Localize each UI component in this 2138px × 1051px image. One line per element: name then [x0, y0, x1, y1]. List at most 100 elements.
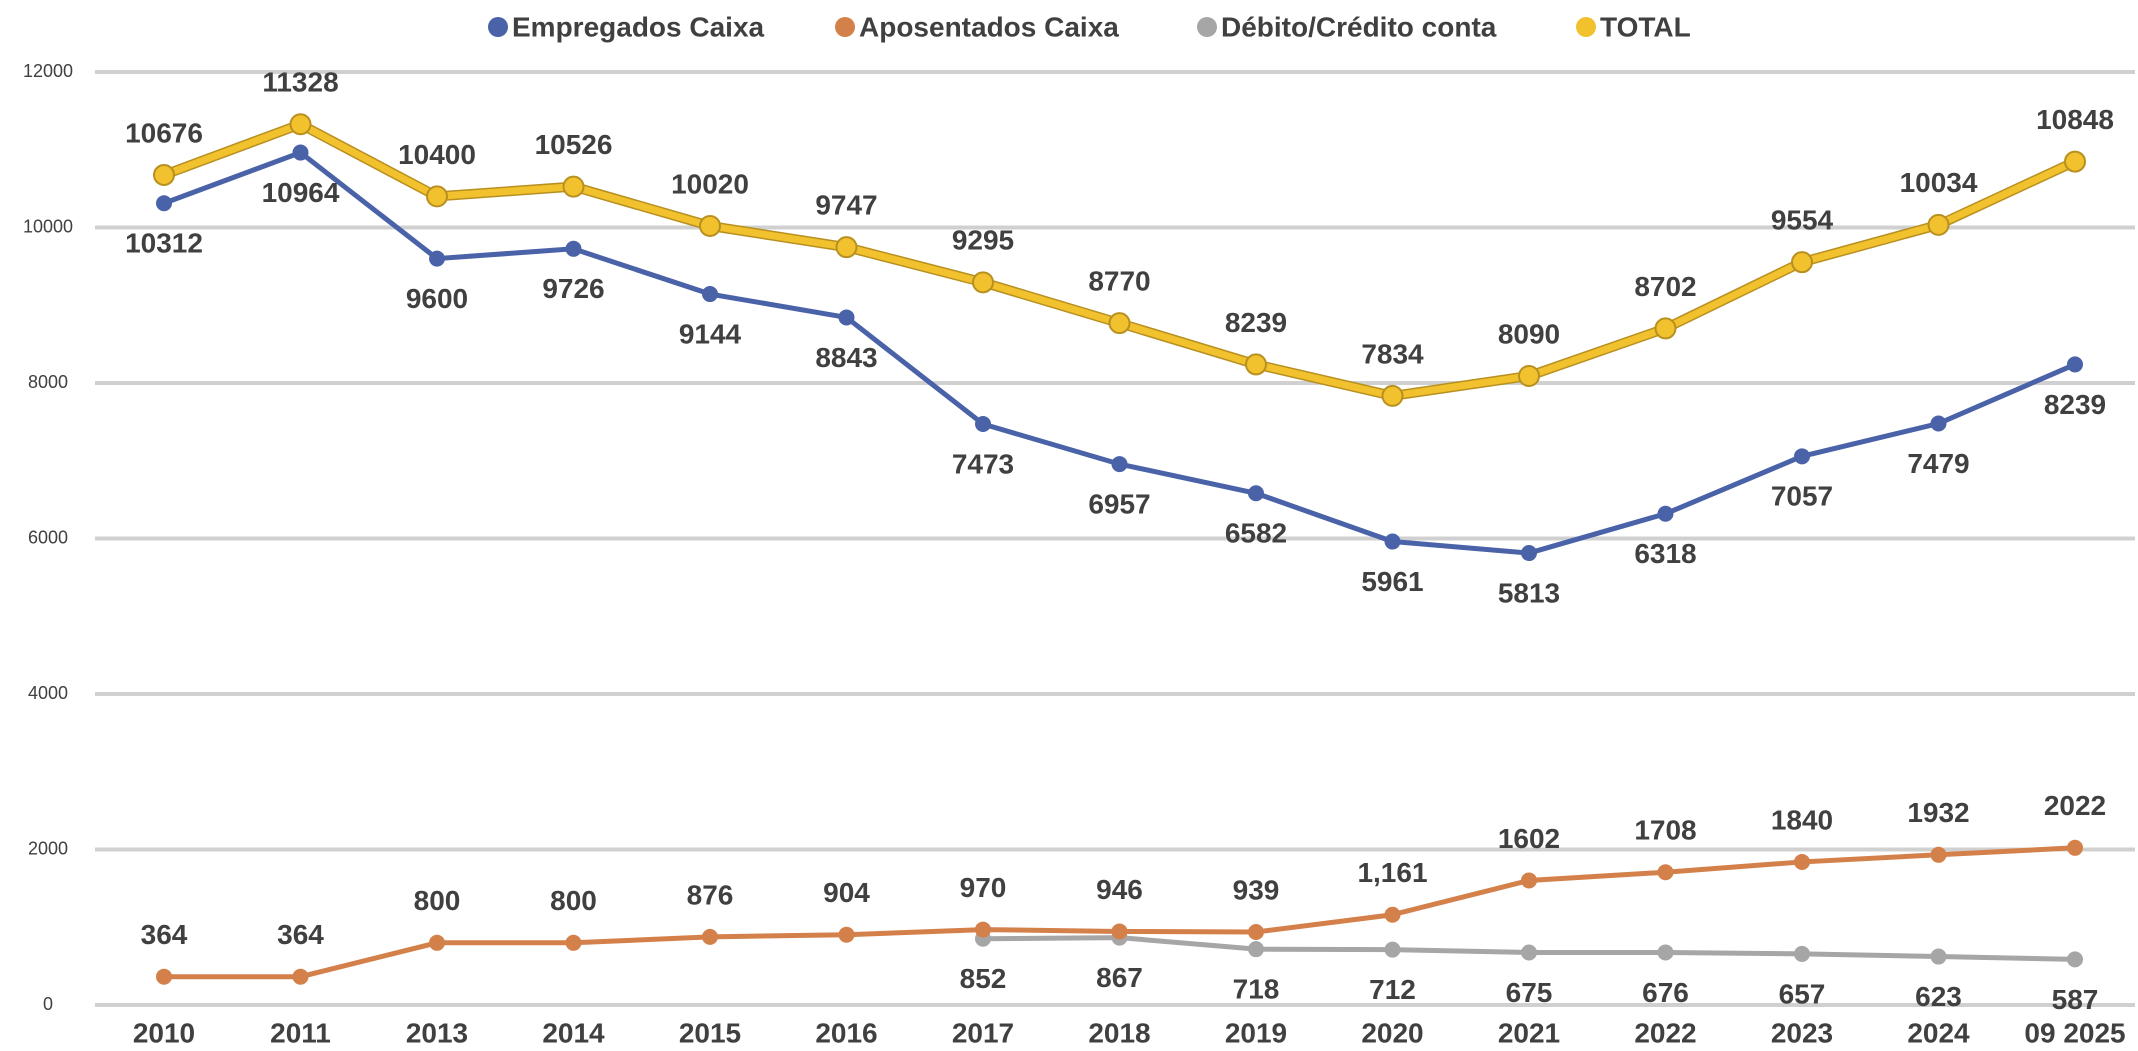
x-tick-label: 2020 [1361, 1017, 1423, 1048]
data-label: 364 [277, 919, 324, 950]
data-label: 8239 [1225, 307, 1287, 338]
data-point [1794, 448, 1810, 465]
data-point [2064, 150, 2086, 173]
y-tick-label: 4000 [28, 683, 68, 703]
data-point [1384, 533, 1401, 550]
data-point [1384, 906, 1401, 923]
x-tick-label: 2016 [815, 1017, 877, 1048]
data-label: 1708 [1634, 815, 1696, 846]
data-point [565, 240, 582, 257]
data-point [1248, 923, 1264, 940]
data-point [1521, 944, 1537, 961]
data-point [1384, 941, 1401, 958]
data-label: 712 [1369, 974, 1416, 1005]
data-point [702, 286, 718, 303]
x-tick-label: 2024 [1907, 1017, 1970, 1048]
data-point [1248, 941, 1264, 958]
data-point [426, 185, 448, 208]
data-point [1657, 944, 1674, 961]
data-label: 8770 [1088, 266, 1150, 297]
data-point [1248, 485, 1264, 502]
legend-label: Débito/Crédito conta [1221, 11, 1497, 42]
data-label: 800 [414, 885, 461, 916]
data-label: 364 [141, 919, 188, 950]
legend-marker [1576, 17, 1596, 37]
y-tick-label: 6000 [28, 527, 68, 547]
legend-marker [1197, 17, 1217, 37]
data-label: 1602 [1498, 823, 1560, 854]
data-label: 852 [960, 963, 1007, 994]
data-label: 9747 [815, 190, 877, 221]
x-tick-label: 2019 [1225, 1017, 1287, 1048]
data-label: 623 [1915, 981, 1962, 1012]
data-label: 904 [823, 877, 870, 908]
legend-label: Aposentados Caixa [859, 11, 1119, 42]
data-point [1381, 384, 1404, 407]
data-point [156, 195, 172, 212]
data-label: 876 [687, 879, 734, 910]
data-point [1245, 353, 1267, 376]
data-label: 10526 [535, 129, 613, 160]
legend-label: TOTAL [1600, 11, 1691, 42]
data-point [292, 144, 309, 161]
y-tick-label: 0 [43, 994, 53, 1014]
data-label: 11328 [262, 67, 338, 98]
data-label: 7473 [952, 448, 1014, 479]
legend-marker [488, 17, 508, 37]
data-label: 657 [1779, 978, 1826, 1009]
data-point [975, 415, 991, 432]
data-label: 1840 [1771, 804, 1833, 835]
data-point [838, 926, 855, 943]
legend-label: Empregados Caixa [512, 11, 765, 42]
x-tick-label: 2013 [406, 1017, 468, 1048]
data-point [562, 175, 585, 198]
y-tick-label: 2000 [28, 838, 68, 858]
data-point [1111, 456, 1128, 473]
data-point [1794, 945, 1810, 962]
data-point [1657, 505, 1674, 522]
data-label: 970 [960, 872, 1007, 903]
data-point [1930, 948, 1947, 965]
data-point [1654, 317, 1677, 340]
data-label: 10848 [2036, 104, 2114, 135]
data-point [1518, 365, 1540, 388]
data-label: 1,161 [1357, 857, 1427, 888]
data-point [975, 921, 991, 938]
data-point [429, 934, 445, 951]
data-label: 9295 [952, 225, 1014, 256]
x-tick-label: 2015 [679, 1017, 741, 1048]
data-label: 946 [1096, 874, 1143, 905]
data-label: 675 [1506, 977, 1553, 1008]
data-point [835, 236, 858, 259]
data-point [1927, 213, 1950, 236]
x-tick-label: 2021 [1498, 1017, 1560, 1048]
data-label: 5961 [1361, 566, 1423, 597]
data-point [699, 214, 721, 237]
x-tick-label: 2018 [1088, 1017, 1150, 1048]
x-tick-label: 09 2025 [2024, 1017, 2125, 1048]
data-point [702, 928, 718, 945]
data-label: 587 [2052, 984, 2099, 1015]
x-tick-label: 2014 [542, 1017, 605, 1048]
data-point [292, 968, 309, 985]
y-tick-label: 10000 [23, 216, 73, 236]
data-point [1930, 846, 1947, 863]
data-label: 6582 [1225, 518, 1287, 549]
data-point [1930, 415, 1947, 432]
data-point [972, 271, 994, 294]
data-label: 939 [1233, 874, 1280, 905]
y-tick-label: 12000 [23, 61, 73, 81]
data-label: 7479 [1907, 448, 1969, 479]
data-label: 9144 [679, 318, 742, 349]
data-point [1791, 251, 1813, 274]
data-label: 9554 [1771, 205, 1834, 236]
y-tick-label: 8000 [28, 372, 68, 392]
legend-marker [835, 17, 855, 37]
data-point [838, 309, 855, 326]
data-label: 9726 [542, 273, 604, 304]
data-label: 8090 [1498, 318, 1560, 349]
data-point [153, 163, 175, 186]
data-point [289, 113, 312, 136]
x-tick-label: 2022 [1634, 1017, 1696, 1048]
data-label: 8843 [815, 342, 877, 373]
